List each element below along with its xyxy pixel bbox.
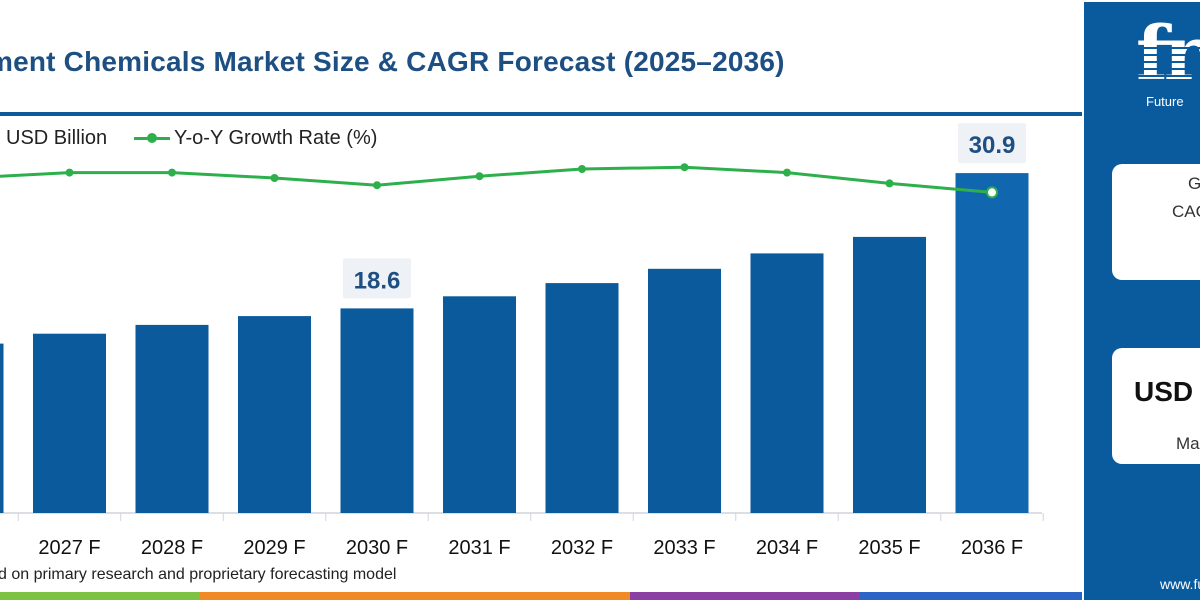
bar — [0, 343, 4, 513]
data-label-box — [958, 123, 1026, 164]
data-label: 18.6 — [354, 267, 401, 294]
x-tick-label: 2029 F — [243, 537, 305, 559]
sidebar-panel: fr Future G CAG USD Ma www.fu — [1084, 2, 1200, 600]
market-value-card-line1: USD — [1134, 376, 1194, 407]
data-label: 30.9 — [969, 132, 1016, 159]
market-value-card-line2: Ma — [1176, 434, 1200, 453]
cagr-card: G CAG — [1112, 164, 1200, 280]
legend-line-label: Y-o-Y Growth Rate (%) — [174, 127, 378, 149]
growth-line — [0, 165, 993, 194]
title-divider — [0, 112, 1082, 116]
bar — [238, 316, 311, 513]
growth-point — [783, 168, 791, 177]
bar — [443, 296, 516, 513]
cagr-card-line1: G — [1188, 174, 1200, 193]
bar — [340, 308, 414, 513]
source-footnote: d on primary research and proprietary fo… — [0, 566, 397, 583]
growth-point — [475, 172, 484, 181]
growth-point — [885, 179, 894, 188]
growth-point — [270, 174, 279, 182]
chart-panel: ment Chemicals Market Size & CAGR Foreca… — [0, 46, 1082, 600]
market-value-card: USD Ma — [1112, 348, 1200, 464]
x-tick-label: 2031 F — [448, 537, 510, 559]
bar — [955, 173, 1029, 513]
cagr-card-line2: CAG — [1172, 202, 1200, 221]
bar — [135, 324, 209, 513]
growth-point — [680, 163, 689, 172]
x-tick-label: 2035 F — [858, 537, 920, 559]
bar — [853, 236, 926, 513]
growth-point — [168, 168, 176, 177]
growth-point — [578, 165, 586, 173]
bar — [545, 283, 619, 513]
sidebar: fr Future G CAG USD Ma www.fu — [1082, 0, 1200, 600]
legend-bars-label: USD Billion — [6, 127, 108, 149]
bar — [750, 253, 824, 513]
growth-point — [65, 168, 74, 177]
growth-point — [373, 181, 381, 190]
x-tick-label: 2027 F — [38, 537, 100, 559]
bar — [33, 333, 106, 513]
bottom-bar-purple — [630, 592, 860, 600]
bar — [648, 268, 721, 513]
growth-point — [986, 186, 998, 199]
chart-title: ment Chemicals Market Size & CAGR Foreca… — [0, 46, 785, 77]
data-label-box — [343, 258, 411, 299]
x-tick-label: 2033 F — [653, 537, 715, 559]
sidebar-url: www.fu — [1160, 576, 1200, 592]
x-tick-label: 2032 F — [551, 537, 613, 559]
x-tick-label: 2036 F — [961, 537, 1023, 559]
x-tick-label: 2028 F — [141, 537, 203, 559]
bottom-bar-orange — [200, 592, 630, 600]
bottom-bar-green — [0, 592, 200, 600]
x-tick-label: 2034 F — [756, 537, 818, 559]
legend-line-marker — [147, 133, 157, 143]
bottom-bar-blue — [860, 592, 1082, 600]
bottom-color-bar — [0, 592, 1082, 600]
brand-logo-subtitle: Future — [1146, 94, 1184, 109]
x-tick-label: 2030 F — [346, 537, 408, 559]
brand-logo-stripes — [1134, 42, 1200, 82]
